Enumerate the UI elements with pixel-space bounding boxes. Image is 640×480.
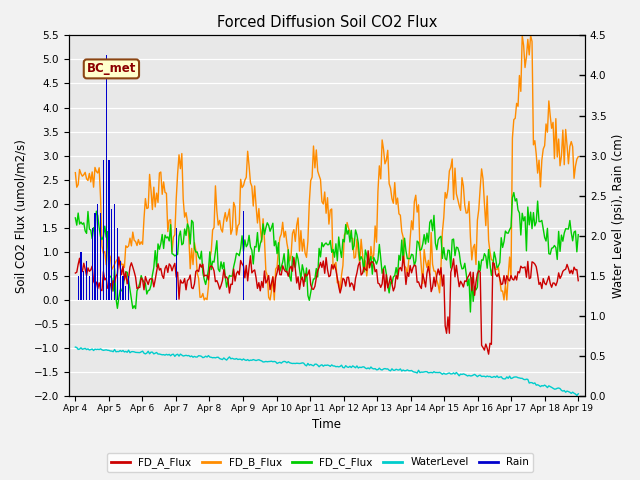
Bar: [106, 55, 107, 300]
Bar: [114, 204, 115, 300]
Bar: [243, 211, 244, 300]
Bar: [100, 214, 101, 300]
Bar: [97, 204, 99, 300]
Bar: [83, 271, 84, 300]
Bar: [94, 214, 95, 300]
Bar: [77, 276, 79, 300]
Legend: FD_A_Flux, FD_B_Flux, FD_C_Flux, WaterLevel, Rain: FD_A_Flux, FD_B_Flux, FD_C_Flux, WaterLe…: [107, 453, 533, 472]
Bar: [125, 286, 126, 300]
Bar: [103, 160, 104, 300]
Bar: [111, 208, 113, 300]
Title: Forced Diffusion Soil CO2 Flux: Forced Diffusion Soil CO2 Flux: [216, 15, 437, 30]
Bar: [120, 262, 121, 300]
Bar: [92, 228, 93, 300]
Bar: [116, 228, 118, 300]
Bar: [89, 276, 90, 300]
Bar: [175, 228, 177, 300]
Bar: [108, 160, 109, 300]
X-axis label: Time: Time: [312, 419, 341, 432]
Y-axis label: Soil CO2 Flux (umol/m2/s): Soil CO2 Flux (umol/m2/s): [15, 139, 28, 293]
Text: BC_met: BC_met: [87, 62, 136, 75]
Y-axis label: Water Level (psi), Rain (cm): Water Level (psi), Rain (cm): [612, 133, 625, 298]
Bar: [128, 276, 129, 300]
Bar: [122, 276, 124, 300]
Bar: [86, 262, 87, 300]
